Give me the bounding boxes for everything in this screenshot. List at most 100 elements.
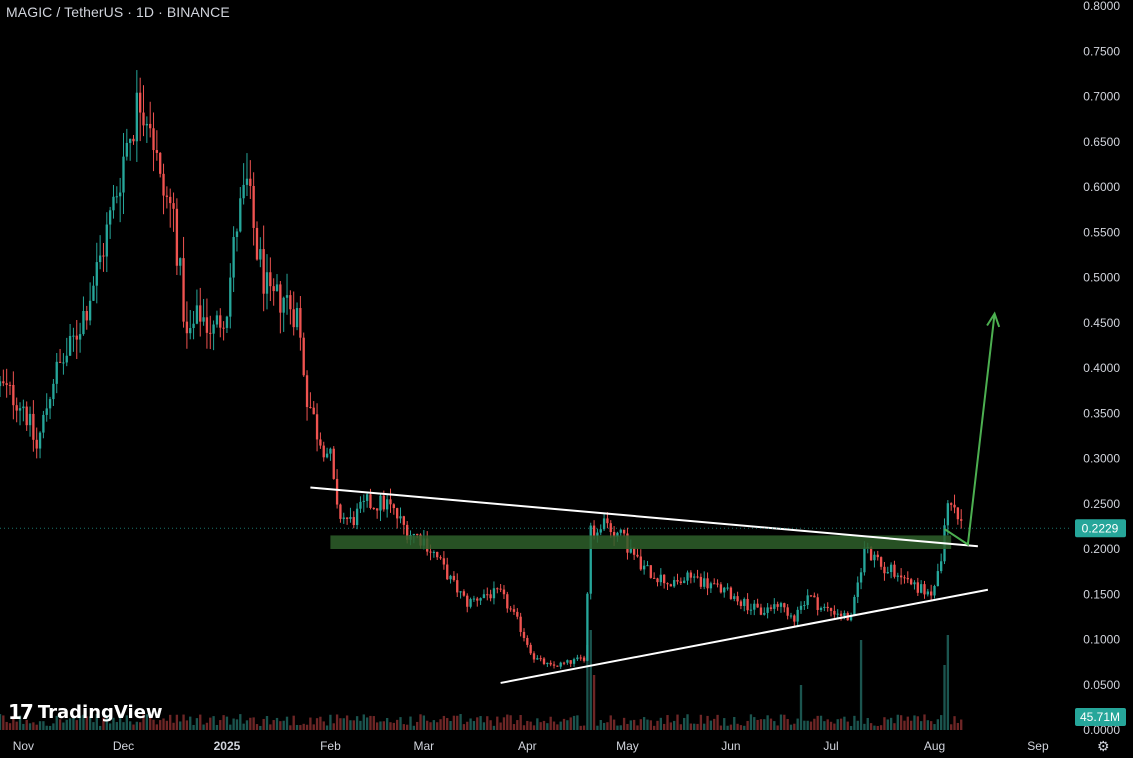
candle-body: [606, 518, 609, 524]
candle-body: [115, 196, 118, 198]
volume-bar: [95, 714, 98, 730]
volume-bar: [199, 714, 202, 730]
candle-body: [392, 504, 395, 509]
volume-bar: [479, 716, 482, 730]
volume-bar: [616, 725, 619, 730]
volume-bar: [219, 720, 222, 730]
volume-bar: [516, 720, 519, 730]
candle-body: [696, 576, 699, 578]
gear-icon[interactable]: ⚙: [1097, 738, 1110, 754]
volume-bar: [873, 725, 876, 730]
volume-bar: [956, 722, 960, 730]
candle-body: [879, 557, 883, 567]
candle-body: [689, 572, 693, 578]
candle-body: [816, 597, 819, 610]
volume-bar: [739, 725, 743, 730]
volume-bar: [903, 720, 906, 730]
candle-body: [539, 658, 542, 660]
volume-bar: [849, 725, 853, 730]
volume-bar: [689, 723, 693, 730]
candle-body: [205, 317, 209, 333]
candle-body: [596, 532, 599, 536]
candle-body: [209, 332, 212, 334]
volume-bar: [869, 723, 873, 730]
candle-body: [255, 227, 259, 260]
volume-bar: [159, 720, 162, 730]
volume-bar: [239, 714, 242, 730]
volume-bar: [2, 715, 5, 730]
volume-bar: [899, 715, 903, 730]
candle-body: [429, 551, 432, 553]
volume-bar: [132, 724, 135, 730]
candle-body: [112, 196, 115, 211]
volume-bar: [636, 725, 639, 730]
candle-body: [42, 414, 45, 433]
candle-body: [395, 508, 399, 519]
candle-body: [58, 361, 62, 363]
candle-body: [679, 581, 683, 583]
volume-bar: [602, 722, 606, 730]
candle-body: [729, 587, 733, 599]
volume-bar: [88, 716, 92, 730]
candle-body: [853, 596, 856, 616]
candle-body: [175, 208, 179, 266]
volume-bar: [940, 715, 943, 730]
volume-bar: [673, 720, 676, 730]
volume-bar: [529, 721, 532, 730]
candle-body: [165, 195, 169, 197]
volume-bar: [429, 722, 432, 730]
candle-body: [402, 516, 406, 525]
volume-bar: [139, 722, 142, 730]
volume-bar: [152, 719, 155, 730]
y-tick-label: 0.0500: [1083, 678, 1120, 692]
candle-body: [936, 571, 940, 587]
volume-bar: [753, 717, 756, 730]
volume-bar: [749, 714, 753, 730]
candle-body: [135, 92, 139, 142]
tradingview-mark: 17: [8, 700, 34, 724]
volume-bar: [375, 722, 379, 730]
volume-bar: [492, 725, 496, 730]
volume-bar: [622, 717, 626, 730]
volume-bar: [182, 714, 185, 730]
candle-body: [489, 594, 492, 599]
candle-body: [556, 665, 559, 667]
candle-body: [559, 662, 562, 667]
candle-body: [355, 508, 359, 526]
candle-body: [192, 323, 195, 329]
volume-bar: [489, 720, 492, 730]
candle-body: [536, 658, 539, 660]
candle-body: [763, 612, 766, 615]
volume-bar: [786, 719, 789, 730]
y-tick-label: 0.5000: [1083, 271, 1120, 285]
x-tick-label: Sep: [1027, 739, 1049, 753]
volume-bar: [733, 716, 736, 730]
volume-bar: [696, 723, 699, 730]
volume-bar: [245, 720, 249, 730]
candle-body: [275, 284, 279, 292]
volume-bar: [205, 722, 209, 730]
volume-bar: [456, 715, 459, 730]
candle-body: [719, 584, 723, 593]
volume-bar: [142, 714, 145, 730]
candle-body: [833, 610, 836, 615]
candle-body: [716, 583, 719, 585]
volume-bar: [552, 721, 556, 730]
volume-bar: [909, 720, 913, 730]
candle-body: [15, 405, 18, 411]
volume-bar: [85, 716, 88, 730]
volume-bar: [776, 725, 779, 730]
candle-body: [149, 123, 152, 129]
candle-body: [459, 591, 462, 593]
volume-bar: [642, 717, 646, 730]
volume-bar: [923, 714, 926, 730]
candle-body: [389, 499, 392, 505]
volume-bar: [943, 665, 946, 730]
volume-bar: [352, 720, 355, 730]
volume-bar: [35, 724, 38, 730]
candle-body: [843, 613, 846, 616]
volume-bar: [662, 723, 666, 730]
candle-body: [863, 547, 866, 573]
candle-body: [883, 566, 886, 574]
